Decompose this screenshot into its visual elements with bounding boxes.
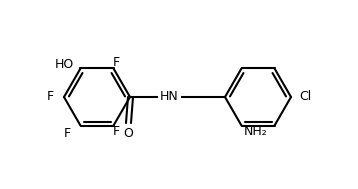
- Text: F: F: [113, 57, 120, 69]
- Text: O: O: [123, 127, 133, 140]
- Text: HO: HO: [55, 58, 74, 71]
- Text: F: F: [63, 127, 71, 140]
- Text: F: F: [113, 125, 120, 138]
- Text: HN: HN: [160, 91, 179, 104]
- Text: Cl: Cl: [299, 91, 311, 104]
- Text: F: F: [47, 91, 54, 104]
- Text: NH₂: NH₂: [243, 125, 267, 138]
